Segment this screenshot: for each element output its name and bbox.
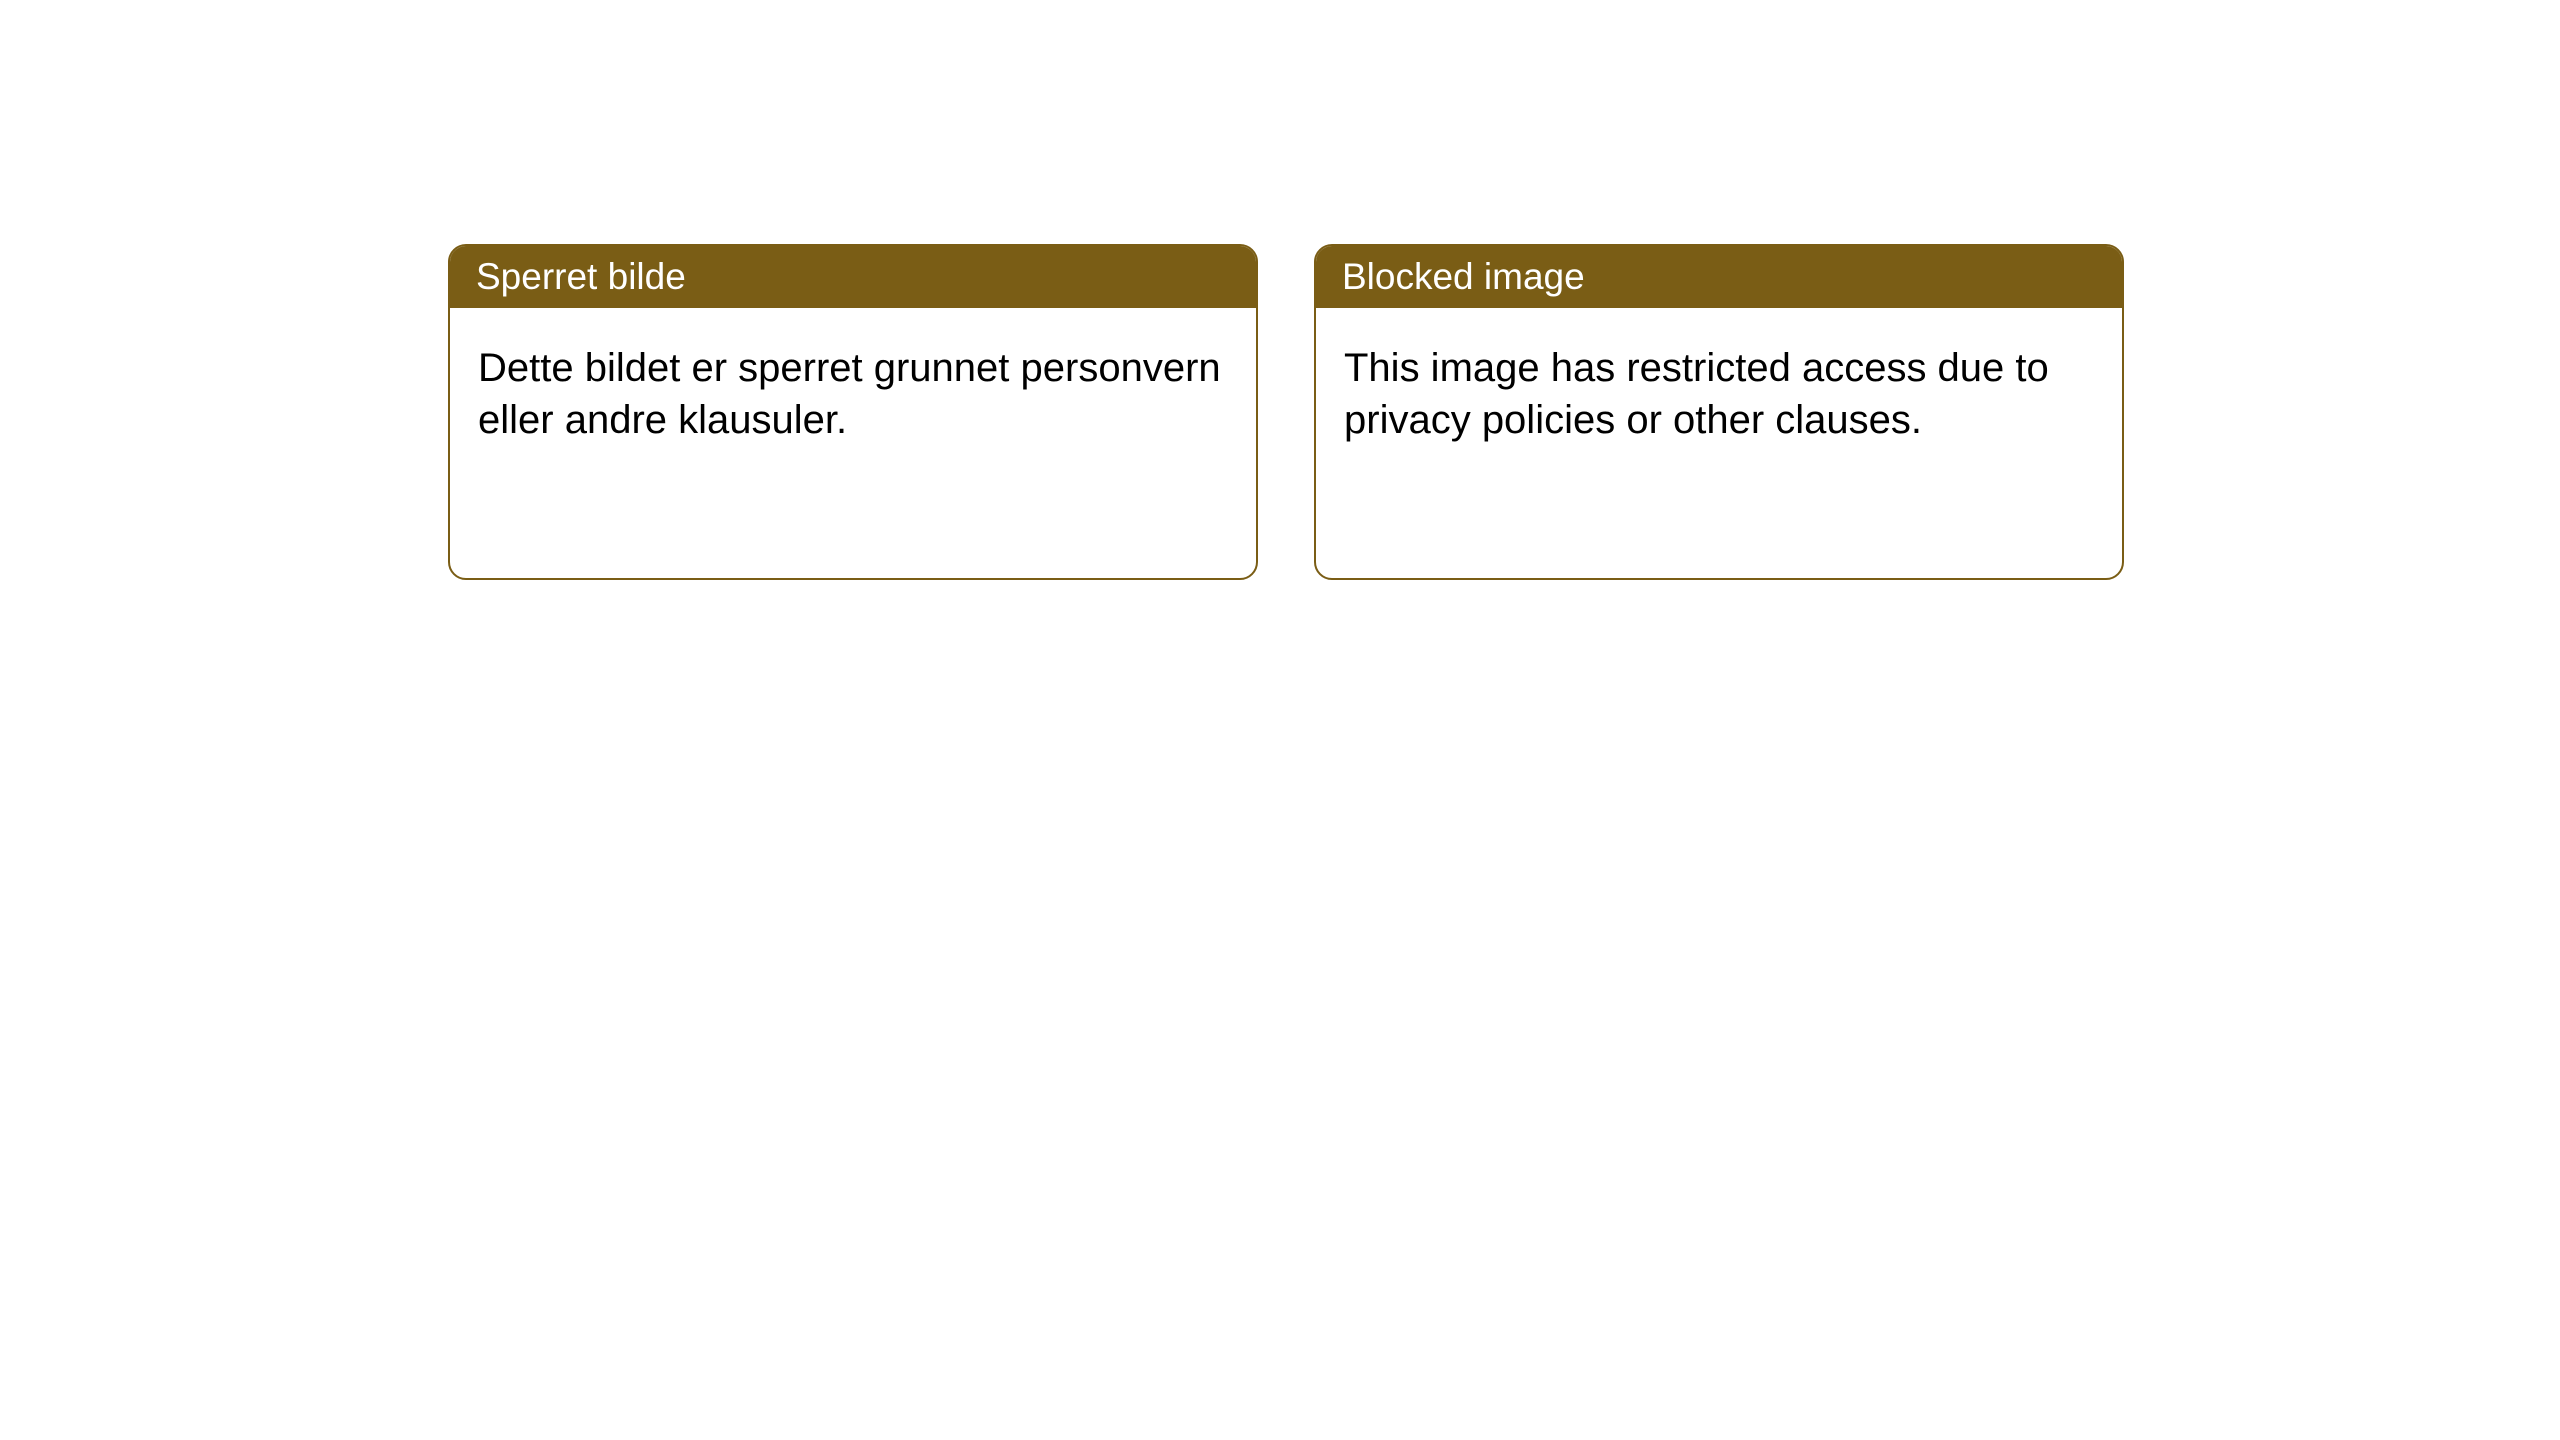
notice-card-norwegian: Sperret bilde Dette bildet er sperret gr…	[448, 244, 1258, 580]
notice-title: Sperret bilde	[450, 246, 1256, 308]
notice-title: Blocked image	[1316, 246, 2122, 308]
notice-body: Dette bildet er sperret grunnet personve…	[450, 308, 1256, 480]
notice-card-english: Blocked image This image has restricted …	[1314, 244, 2124, 580]
notice-cards-container: Sperret bilde Dette bildet er sperret gr…	[0, 0, 2560, 580]
notice-body: This image has restricted access due to …	[1316, 308, 2122, 480]
